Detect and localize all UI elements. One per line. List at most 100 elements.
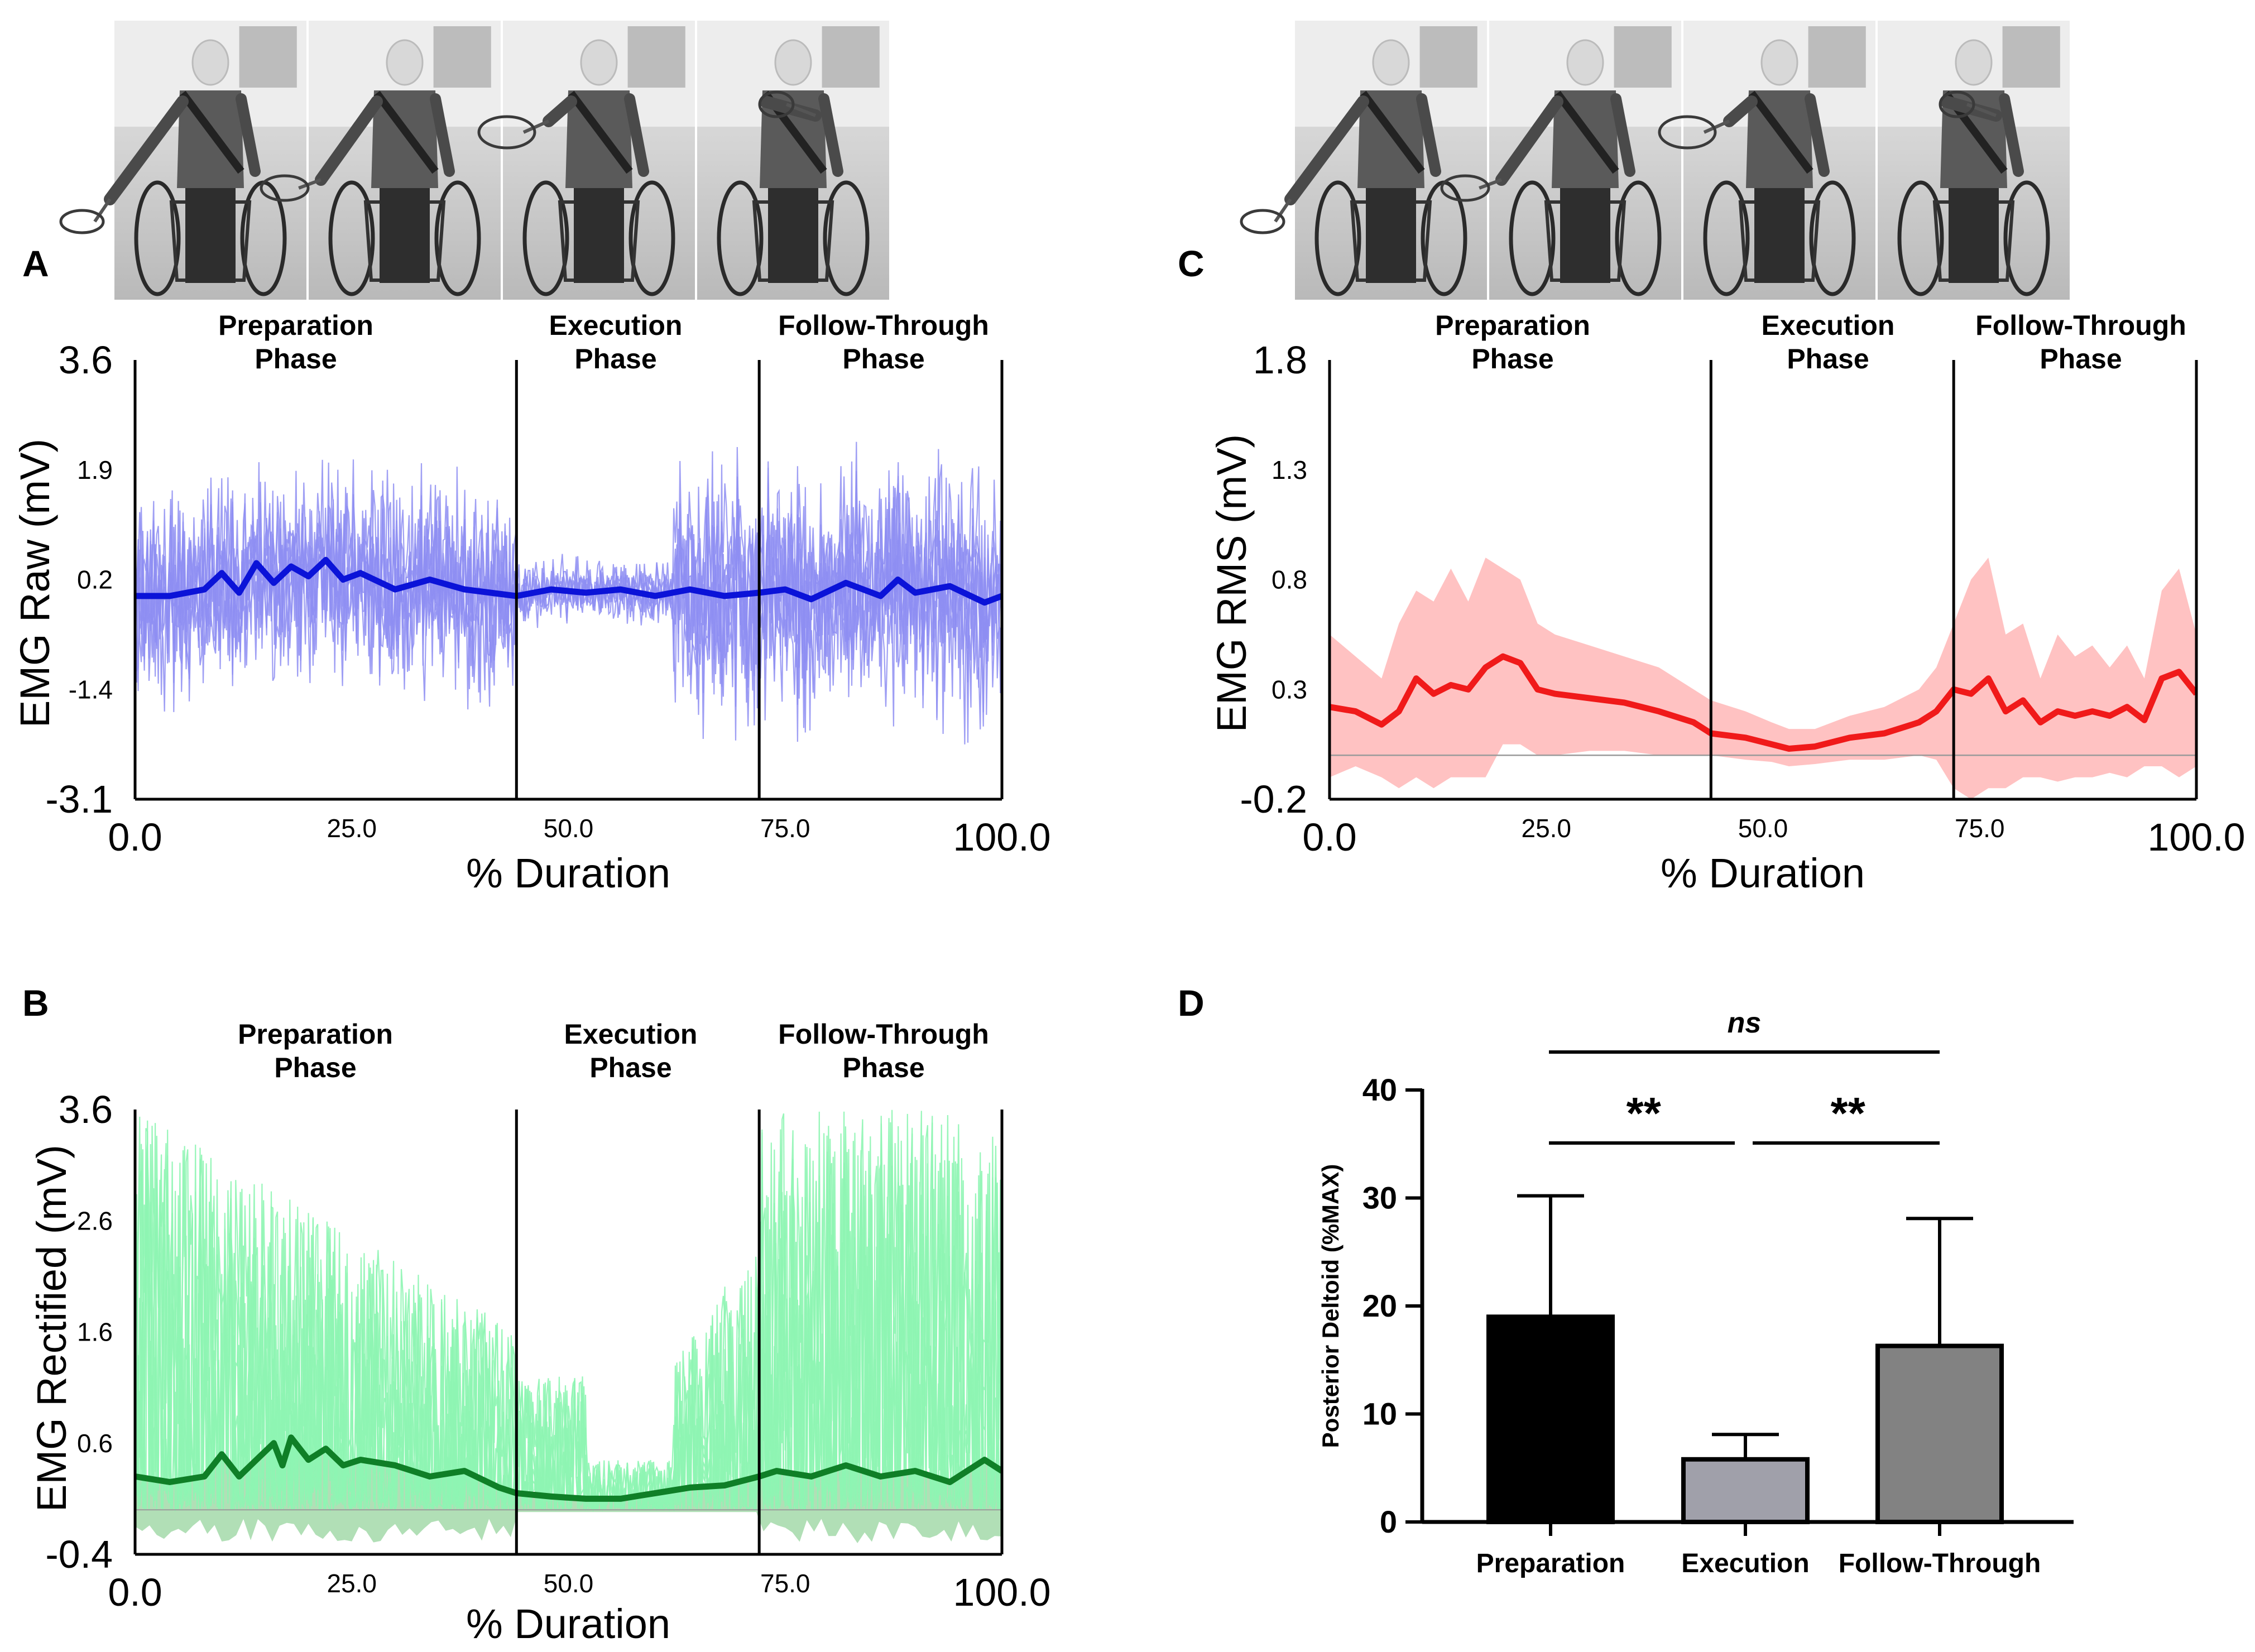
c-head-1 [1566,39,1604,86]
d-sig-label-2: ns [1728,1007,1762,1039]
b-x-tick-3: 75.0 [760,1569,810,1598]
a-arm-right-2 [624,93,649,177]
c-racket-handle-1 [1479,178,1503,190]
c-strap-1 [1554,90,1619,174]
a-torso-1 [371,90,438,188]
c-head-3 [1955,39,1993,86]
c-x-tick-3: 75.0 [1955,814,2005,843]
a-strap-1 [373,90,439,174]
c-racket-head-0 [1240,209,1285,234]
c-photo-frame-1 [1440,21,1681,300]
a-legs-3 [768,188,818,283]
c-wheel-left-1 [1509,180,1556,296]
photo-strip-c [1240,21,2070,300]
c-wheel-left-0 [1314,180,1361,296]
a-arm-right-3 [818,93,843,177]
phase-label-execution-b-1: Execution [564,1019,698,1050]
phase-label-follow-c-1: Follow-Through [1975,310,2186,341]
c-arm-0 [1284,95,1369,205]
a-x-tick-1: 25.0 [327,814,377,843]
c-torso-1 [1552,90,1619,188]
c-photo-building-3 [2002,26,2060,88]
b-y-tick-2: 1.6 [77,1318,113,1347]
a-racket-handle-2 [522,119,550,134]
c-racket-head-3 [1939,90,1975,118]
c-arm-2 [1723,95,1758,127]
c-x-tick-0: 0.0 [1302,815,1356,859]
a-wheel-left-0 [134,180,181,296]
a-wheel-left-3 [717,180,764,296]
c-photo-frame-0 [1240,21,1487,300]
d-x-tick-2: Follow-Through [1839,1549,2041,1578]
phase-label-preparation-b-1: Preparation [238,1019,393,1050]
c-legs-1 [1560,188,1610,283]
c-strap-0 [1360,90,1425,174]
c-racket-handle-0 [1274,198,1292,223]
a-y-tick-3: -1.4 [69,675,113,704]
b-y-tick-3: 0.6 [77,1429,113,1458]
photo-strip-a [59,21,889,300]
a-photo-frame-0 [59,21,306,300]
x-axis-label-c: % Duration [1661,850,1865,896]
a-y-tick-1: 1.9 [77,455,113,484]
d-sig-label-0: ** [1624,1088,1661,1138]
b-x-tick-2: 50.0 [544,1569,594,1598]
phase-label-execution-a-2: Phase [574,343,656,374]
a-racket-handle-1 [298,178,322,190]
c-photo-building-0 [1419,26,1477,88]
c-arm-1 [1495,95,1563,186]
chart-a: Preparation Phase Execution Phase Follow… [12,310,1051,896]
phase-label-follow-a-2: Phase [842,343,924,374]
b-x-tick-0: 0.0 [108,1571,162,1614]
phase-label-execution-b-2: Phase [589,1052,671,1083]
a-wheel-left-2 [522,180,569,296]
a-photo-frame-2 [477,21,695,300]
a-head-3 [774,39,812,86]
phase-label-execution-c-1: Execution [1762,310,1895,341]
phase-label-preparation-b-2: Phase [274,1052,356,1083]
plot-area-b [134,1110,1002,1543]
chart-c: Preparation Phase Execution Phase Follow… [1208,310,2246,896]
phase-labels-c: Preparation Phase Execution Phase Follow… [1435,310,2186,374]
a-photo-frame-1 [260,21,501,300]
x-axis-label-a: % Duration [466,850,670,896]
panel-letter-a: A [22,243,49,284]
d-bar-0 [1486,1314,1615,1525]
a-head-2 [580,39,618,86]
a-photo-frame-3 [697,21,889,300]
a-racket-head-2 [477,115,536,150]
a-racket-handle-0 [93,198,112,223]
c-y-tick-4: -0.2 [1240,777,1307,821]
c-head-0 [1372,39,1410,86]
b-y-tick-0: 3.6 [59,1088,113,1131]
a-head-1 [386,39,424,86]
d-y-tick-2: 20 [1362,1288,1397,1323]
c-wheel-right-3 [2003,180,2050,296]
b-x-tick-1: 25.0 [327,1569,377,1598]
c-racket-handle-3 [1966,103,1997,117]
plot-area-a [134,441,1002,745]
c-arm-right-2 [1805,93,1830,177]
a-wheel-right-3 [823,180,870,296]
d-y-tick-1: 10 [1362,1396,1397,1432]
a-x-tick-4: 100.0 [953,815,1050,859]
c-torso-2 [1746,90,1813,188]
b-rect-trial-7 [134,1111,1002,1512]
a-arm-right-0 [236,93,261,177]
a-wheel-right-1 [434,180,481,296]
y-axis-label-d: Posterior Deltoid (%MAX) [1317,1164,1344,1448]
plot-area-c [1329,558,2196,798]
c-y-tick-0: 1.8 [1253,338,1307,382]
y-axis-label-a: EMG Raw (mV) [12,439,58,728]
x-axis-label-b: % Duration [466,1601,670,1647]
d-x-tick-0: Preparation [1476,1549,1625,1578]
a-photo-building-1 [433,26,491,88]
phase-label-preparation-c-2: Phase [1471,343,1553,374]
a-arm-2 [543,95,577,127]
a-x-tick-3: 75.0 [760,814,810,843]
a-x-tick-2: 50.0 [544,814,594,843]
c-photo-building-2 [1808,26,1866,88]
phase-label-execution-a-1: Execution [549,310,683,341]
c-racket-head-1 [1440,174,1490,202]
chart-b: Preparation Phase Execution Phase Follow… [28,1019,1051,1647]
